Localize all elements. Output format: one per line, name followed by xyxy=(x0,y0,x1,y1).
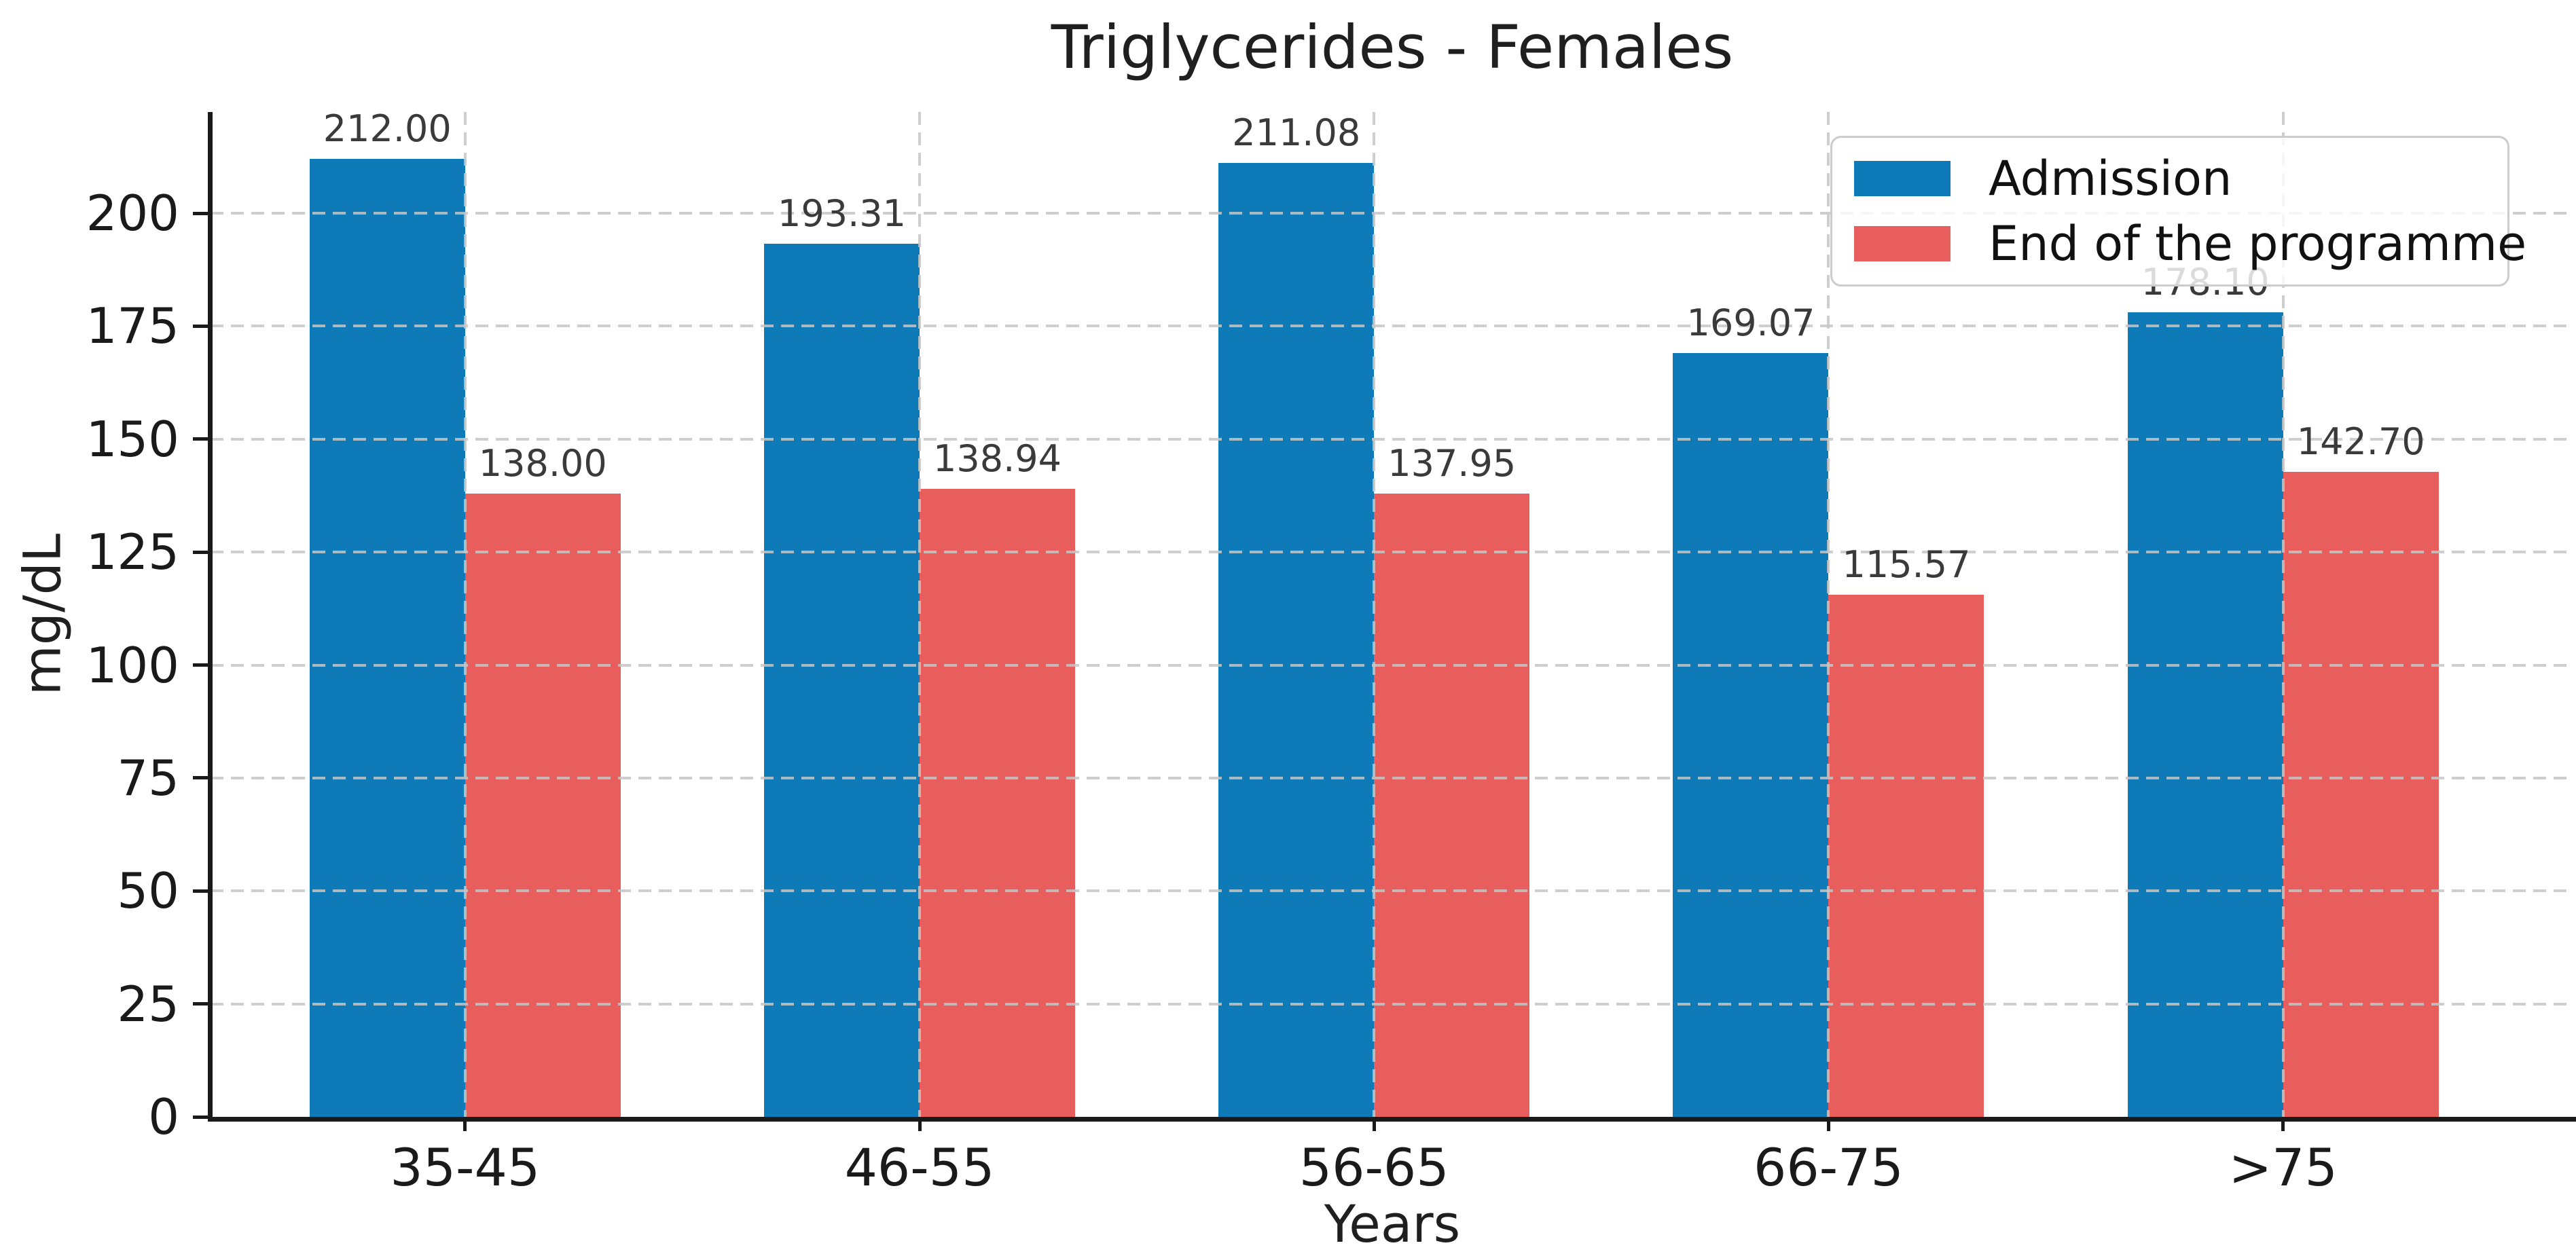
legend-swatch-admission xyxy=(1854,161,1951,197)
bar-value-label: 137.95 xyxy=(1387,441,1517,485)
bar-admission-2 xyxy=(1218,163,1375,1117)
y-gridline-100 xyxy=(211,663,2574,667)
x-axis-spine xyxy=(208,1117,2576,1122)
bar-value-label: 211.08 xyxy=(1232,111,1361,155)
bar-end-of-the-programme-2 xyxy=(1374,493,1530,1117)
x-gridline-2 xyxy=(1373,112,1376,1117)
x-tick-label-3: 66-75 xyxy=(1754,1137,1904,1198)
bar-value-label: 212.00 xyxy=(323,107,452,151)
y-tick-75 xyxy=(193,776,211,780)
legend-entry-end-of-the-programme: End of the programme xyxy=(1854,220,2526,268)
bar-end-of-the-programme-4 xyxy=(2283,472,2439,1117)
x-tick-label-0: 35-45 xyxy=(390,1137,541,1198)
y-tick-label-200: 200 xyxy=(86,185,179,242)
bar-end-of-the-programme-0 xyxy=(465,493,621,1117)
y-axis-spine xyxy=(208,112,213,1122)
y-gridline-200 xyxy=(211,212,2574,215)
legend: Admission End of the programme xyxy=(1830,136,2526,287)
y-gridline-150 xyxy=(211,437,2574,441)
y-tick-label-100: 100 xyxy=(86,636,179,694)
bar-value-label: 115.57 xyxy=(1842,542,1971,586)
y-tick-125 xyxy=(193,550,211,554)
legend-entry-admission: Admission xyxy=(1854,155,2507,202)
y-tick-label-50: 50 xyxy=(117,862,179,920)
bar-admission-0 xyxy=(309,159,465,1117)
y-tick-100 xyxy=(193,663,211,667)
y-gridline-125 xyxy=(211,551,2574,554)
x-tick-label-2: 56-65 xyxy=(1299,1137,1449,1198)
y-tick-label-125: 125 xyxy=(86,523,179,581)
y-gridline-175 xyxy=(211,325,2574,328)
x-tick-label-1: 46-55 xyxy=(844,1137,995,1198)
x-tick-label-4: >75 xyxy=(2228,1137,2338,1198)
y-tick-label-150: 150 xyxy=(86,410,179,468)
y-tick-150 xyxy=(193,437,211,441)
bar-value-label: 138.00 xyxy=(478,441,607,485)
y-tick-label-25: 25 xyxy=(117,975,179,1033)
x-tick-3 xyxy=(1826,1121,1830,1131)
y-gridline-25 xyxy=(211,1002,2574,1006)
x-gridline-0 xyxy=(463,112,467,1117)
bar-admission-1 xyxy=(764,243,920,1117)
y-tick-50 xyxy=(193,889,211,893)
y-tick-175 xyxy=(193,324,211,328)
bar-value-label: 138.94 xyxy=(933,437,1062,481)
bar-value-label: 142.70 xyxy=(2296,420,2425,464)
x-axis-label: Years xyxy=(1324,1194,1461,1254)
y-tick-0 xyxy=(193,1115,211,1119)
x-tick-1 xyxy=(918,1121,922,1131)
legend-swatch-end-of-the-programme xyxy=(1854,225,1951,261)
x-tick-4 xyxy=(2281,1121,2285,1131)
bar-admission-4 xyxy=(2127,312,2283,1117)
chart-title: Triglycerides - Females xyxy=(1051,12,1734,82)
x-gridline-4 xyxy=(2281,112,2285,1117)
bar-end-of-the-programme-1 xyxy=(920,489,1075,1117)
y-tick-200 xyxy=(193,211,211,215)
bar-value-label: 193.31 xyxy=(778,191,906,235)
x-tick-2 xyxy=(1372,1121,1376,1131)
y-tick-label-0: 0 xyxy=(148,1088,179,1145)
legend-label-end-of-the-programme: End of the programme xyxy=(1989,215,2527,272)
y-tick-label-175: 175 xyxy=(86,297,179,355)
y-tick-25 xyxy=(193,1002,211,1006)
x-gridline-1 xyxy=(918,112,921,1117)
x-gridline-3 xyxy=(1827,112,1830,1117)
y-tick-label-75: 75 xyxy=(117,749,179,807)
bar-admission-3 xyxy=(1673,352,1829,1117)
y-gridline-75 xyxy=(211,776,2574,779)
bar-value-label: 169.07 xyxy=(1686,301,1815,344)
y-gridline-50 xyxy=(211,889,2574,893)
x-tick-0 xyxy=(463,1121,467,1131)
legend-label-admission: Admission xyxy=(1989,151,2232,207)
bar-end-of-the-programme-3 xyxy=(1828,594,1984,1117)
